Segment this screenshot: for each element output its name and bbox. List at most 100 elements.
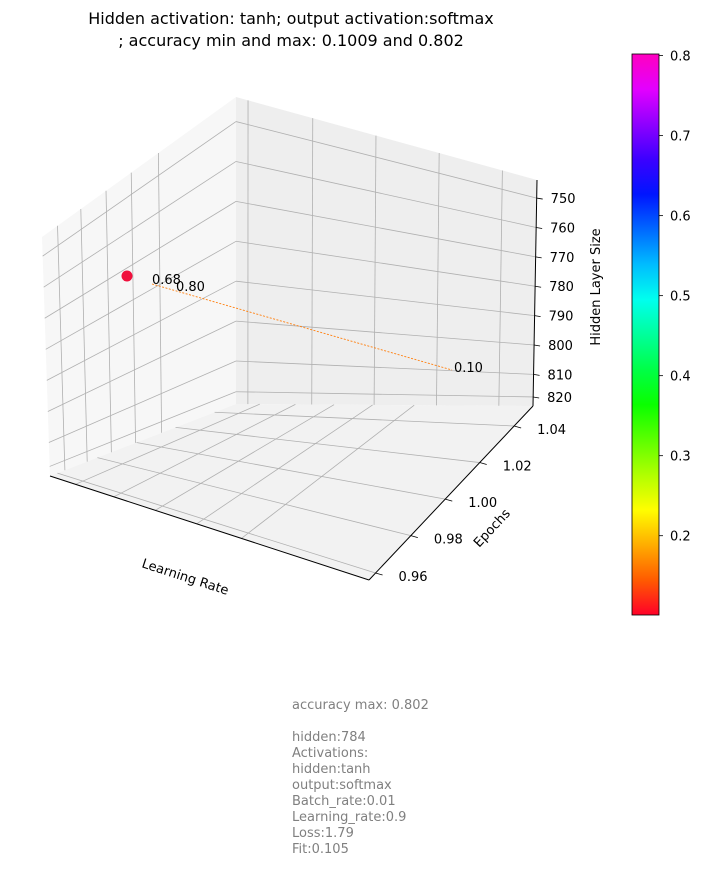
grid-line bbox=[311, 118, 314, 405]
colorbar-tick-label: 0.6 bbox=[670, 210, 691, 225]
grid-line bbox=[49, 391, 237, 467]
grid-line bbox=[158, 152, 162, 433]
info-line: Loss:1.79 bbox=[292, 826, 354, 841]
grid-line bbox=[235, 161, 537, 228]
grid-line bbox=[97, 457, 411, 537]
grid-line bbox=[498, 170, 503, 406]
grid-line bbox=[75, 403, 260, 485]
z-tick-label: 780 bbox=[549, 280, 574, 295]
colorbar-gradient bbox=[631, 53, 660, 616]
grid-line bbox=[113, 404, 296, 498]
z-ticks: 750 760 770 780 790 800 810 820 bbox=[533, 192, 576, 406]
z-tick-label: 760 bbox=[550, 221, 575, 236]
grid-line bbox=[45, 240, 237, 350]
grid-line bbox=[105, 190, 112, 453]
grid-line bbox=[175, 427, 480, 463]
grid-line bbox=[235, 121, 537, 199]
colorbar-ticks: 0.2 0.3 0.4 0.5 0.6 0.7 0.8 bbox=[659, 50, 691, 545]
colorbar-tick-label: 0.4 bbox=[670, 370, 691, 385]
y-tick-label: 1.00 bbox=[468, 496, 497, 511]
annotation-0: 0.68 bbox=[152, 273, 181, 288]
data-point bbox=[121, 270, 133, 282]
grid-line bbox=[57, 225, 66, 471]
info-line: hidden:784 bbox=[292, 730, 366, 745]
grid-line bbox=[373, 135, 377, 405]
z-tick-mark bbox=[536, 197, 543, 200]
chart-title: Hidden activation: tanh; output activati… bbox=[88, 9, 494, 50]
grid-line bbox=[235, 200, 536, 258]
x-axis-line bbox=[49, 475, 370, 581]
grid-line bbox=[48, 360, 237, 443]
info-line: hidden:tanh bbox=[292, 762, 371, 777]
grid-line bbox=[214, 411, 515, 427]
grid-line bbox=[235, 360, 534, 375]
z-tick-mark bbox=[536, 227, 543, 229]
grid-line bbox=[436, 153, 440, 406]
z-tick-mark bbox=[533, 373, 540, 376]
y-tick-mark bbox=[479, 462, 487, 465]
pane-floor bbox=[50, 404, 533, 580]
pane-back bbox=[236, 97, 537, 406]
axes-3d: 0.96 0.98 1.00 1.02 1.04 750 760 770 780 790 800 8… bbox=[42, 97, 576, 585]
colorbar-tick-label: 0.5 bbox=[670, 290, 691, 305]
info-line bbox=[292, 714, 429, 730]
grid-lines bbox=[42, 100, 537, 574]
y-tick-mark bbox=[410, 535, 418, 539]
info-box: accuracy max: 0.802 hidden:784 Activations… bbox=[292, 698, 429, 858]
z-tick-label: 810 bbox=[548, 368, 573, 383]
z-tick-label: 770 bbox=[550, 251, 575, 266]
y-tick-label: 0.98 bbox=[434, 533, 463, 548]
info-line: Fit:0.105 bbox=[292, 842, 349, 857]
y-axis-line bbox=[368, 405, 534, 581]
grid-line bbox=[241, 404, 415, 539]
z-tick-mark bbox=[534, 315, 541, 317]
series-line bbox=[151, 283, 453, 371]
z-tick-label: 800 bbox=[548, 339, 573, 354]
y-tick-mark bbox=[514, 425, 522, 429]
grid-line bbox=[42, 121, 237, 257]
info-line: Batch_rate:0.01 bbox=[292, 794, 396, 809]
y-axis-label: Epochs bbox=[471, 506, 514, 550]
y-tick-label: 1.02 bbox=[503, 460, 532, 475]
z-axis-line bbox=[532, 179, 538, 407]
grid-line bbox=[44, 201, 237, 319]
z-tick-mark bbox=[535, 285, 542, 288]
info-line: Activations: bbox=[292, 746, 369, 761]
colorbar-tick-label: 0.2 bbox=[670, 530, 691, 545]
z-tick-label: 750 bbox=[551, 192, 576, 207]
grid-line bbox=[235, 240, 536, 287]
colorbar-tick-label: 0.8 bbox=[670, 50, 691, 65]
z-tick-label: 820 bbox=[547, 391, 572, 406]
grid-line bbox=[235, 280, 535, 316]
annotation-1: 0.80 bbox=[176, 280, 205, 295]
y-ticks: 0.96 0.98 1.00 1.02 1.04 bbox=[375, 423, 566, 585]
z-tick-mark bbox=[534, 344, 541, 347]
y-tick-label: 0.96 bbox=[399, 570, 428, 585]
colorbar-tick-label: 0.7 bbox=[670, 130, 691, 145]
grid-line bbox=[235, 391, 534, 398]
grid-line bbox=[80, 208, 88, 462]
y-tick-mark bbox=[375, 572, 383, 576]
info-line: Learning_rate:0.9 bbox=[292, 810, 407, 825]
colorbar-tick-label: 0.3 bbox=[670, 450, 691, 465]
title-line-2: ; accuracy min and max: 0.1009 and 0.802 bbox=[118, 31, 464, 50]
grid-line bbox=[43, 161, 237, 288]
x-axis-label: Learning Rate bbox=[140, 557, 231, 599]
grid-line bbox=[196, 404, 373, 525]
z-tick-mark bbox=[535, 256, 542, 259]
annotation-2: 0.10 bbox=[454, 361, 483, 376]
colorbar: 0.2 0.3 0.4 0.5 0.6 0.7 0.8 bbox=[631, 50, 691, 616]
pane-left bbox=[42, 97, 236, 476]
z-tick-label: 790 bbox=[549, 310, 574, 325]
grid-line bbox=[47, 320, 237, 412]
grid-line bbox=[235, 320, 535, 346]
info-line: accuracy max: 0.802 bbox=[292, 698, 429, 713]
z-tick-mark bbox=[533, 396, 540, 399]
grid-line bbox=[57, 472, 376, 574]
grid-line bbox=[130, 172, 136, 443]
grid-line bbox=[46, 280, 237, 381]
grid-line bbox=[155, 404, 335, 511]
y-tick-mark bbox=[445, 498, 453, 502]
title-line-1: Hidden activation: tanh; output activati… bbox=[88, 9, 494, 28]
